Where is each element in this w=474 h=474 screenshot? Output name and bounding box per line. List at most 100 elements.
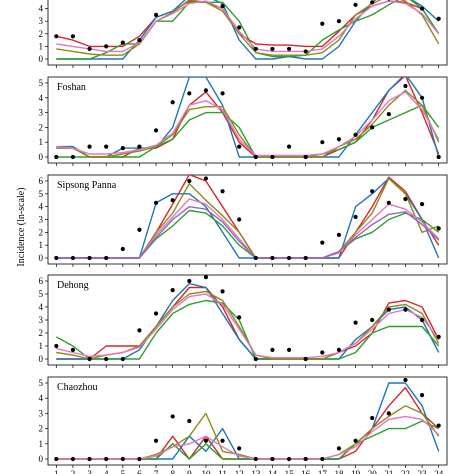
observed-points	[54, 83, 441, 160]
x-tick-label: 2	[71, 469, 76, 474]
observed-point	[54, 456, 59, 462]
observed-point	[303, 255, 308, 261]
observed-point	[303, 456, 308, 462]
x-tick-label: 12	[235, 469, 244, 474]
observed-points	[54, 176, 441, 261]
series-line-2	[56, 0, 440, 60]
observed-point	[137, 456, 142, 462]
x-tick-label: 8	[170, 469, 175, 474]
x-tick-label: 19	[351, 469, 361, 474]
observed-point	[104, 255, 109, 261]
observed-point	[386, 307, 391, 312]
y-tick-label: 4	[39, 302, 44, 312]
observed-point	[419, 202, 425, 207]
observed-points	[54, 275, 441, 362]
observed-point	[436, 226, 441, 231]
panel-title: Dehong	[57, 280, 89, 291]
observed-point	[353, 2, 358, 7]
x-tick-label: 5	[121, 469, 126, 474]
observed-point	[120, 146, 125, 151]
y-tick-label: 6	[39, 276, 44, 286]
x-tick-label: 22	[401, 469, 410, 474]
observed-point	[336, 232, 342, 237]
observed-point	[137, 38, 142, 43]
x-tick-label: 1	[54, 469, 59, 474]
series-line-6	[56, 205, 440, 259]
observed-point	[353, 132, 358, 137]
observed-point	[104, 44, 109, 49]
observed-point	[253, 154, 258, 160]
observed-point	[187, 278, 192, 284]
observed-point	[387, 0, 391, 1]
panels: 0 1 2 3 4 5 0 1 2 3 4 5 Foshan 0 1 2 3 4 5 6 Sipsong Panna 0 1…	[39, 0, 448, 468]
observed-point	[237, 25, 242, 30]
observed-point	[286, 347, 292, 352]
series-lines	[56, 77, 440, 158]
observed-point	[54, 343, 59, 349]
observed-point	[270, 456, 275, 462]
observed-point	[436, 334, 441, 339]
observed-point	[70, 34, 76, 39]
y-tick-label: 3	[39, 315, 44, 325]
y-tick-label: 5	[39, 189, 44, 199]
observed-point	[386, 200, 391, 205]
x-tick-label: 11	[218, 469, 227, 474]
observed-point	[203, 438, 209, 443]
observed-point	[403, 307, 408, 312]
observed-point	[303, 356, 308, 362]
x-tick-label: 15	[285, 469, 295, 474]
x-tick-label: 13	[251, 469, 261, 474]
observed-point	[253, 456, 258, 462]
observed-point	[286, 456, 292, 462]
y-tick-label: 1	[39, 240, 44, 250]
y-tick-label: 5	[39, 289, 44, 299]
x-tick-label: 24	[434, 469, 444, 474]
observed-point	[419, 95, 425, 100]
x-tick-label: 20	[368, 469, 378, 474]
observed-point	[87, 255, 92, 261]
observed-point	[336, 347, 342, 352]
panel-2: 0 1 2 3 4 5 Foshan	[39, 76, 448, 166]
observed-point	[386, 411, 391, 416]
y-tick-label: 1	[39, 41, 44, 51]
observed-point	[153, 12, 159, 17]
y-tick-label: 2	[39, 29, 44, 39]
observed-point	[87, 356, 92, 362]
series-line-5	[56, 415, 440, 460]
observed-point	[370, 317, 375, 323]
observed-point	[303, 154, 308, 160]
series-line-3	[56, 104, 440, 158]
panel-title: Foshan	[57, 82, 86, 93]
observed-point	[104, 356, 109, 362]
observed-point	[253, 46, 258, 52]
y-tick-label: 5	[39, 378, 44, 388]
y-tick-label: 4	[39, 4, 44, 14]
observed-point	[170, 288, 175, 293]
y-tick-label: 4	[39, 93, 44, 103]
panel-title: Chaozhou	[57, 382, 98, 393]
observed-point	[237, 446, 242, 451]
observed-point	[336, 137, 342, 142]
observed-point	[403, 377, 408, 383]
y-tick-label: 0	[39, 354, 44, 364]
observed-points	[54, 0, 441, 54]
y-tick-label: 2	[39, 227, 44, 237]
observed-point	[170, 414, 175, 419]
y-tick-label: 2	[39, 122, 44, 132]
observed-point	[120, 356, 125, 362]
observed-point	[170, 100, 175, 105]
y-tick-label: 3	[39, 16, 44, 26]
series-lines	[56, 175, 440, 259]
observed-point	[70, 255, 76, 261]
observed-point	[353, 320, 358, 325]
observed-point	[320, 21, 325, 26]
panel-4: 0 1 2 3 4 5 6 Dehong	[39, 274, 448, 368]
observed-point	[370, 0, 375, 5]
x-tick-label: 21	[384, 469, 393, 474]
observed-point	[320, 456, 325, 462]
panel-3: 0 1 2 3 4 5 6 Sipsong Panna	[39, 174, 448, 267]
observed-point	[403, 83, 408, 89]
observed-point	[286, 46, 292, 52]
observed-point	[203, 176, 209, 181]
x-tick-label: 3	[87, 469, 92, 474]
